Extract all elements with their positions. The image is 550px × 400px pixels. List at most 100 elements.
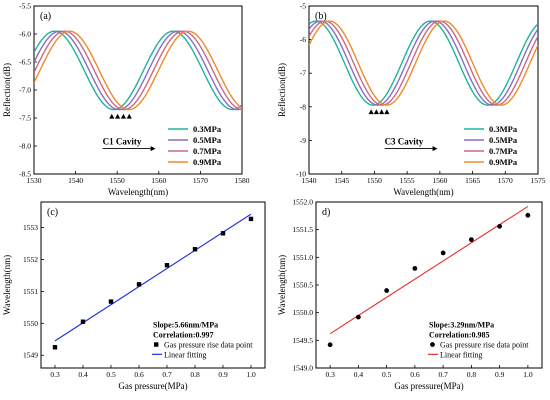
y-axis-label: Wavelength(nm): [2, 255, 12, 315]
y-tick-label: 1549: [23, 351, 38, 360]
panel-label: (b): [315, 11, 327, 22]
y-tick-label: 1551.0: [292, 253, 313, 262]
correlation-label: Correlation:0.985: [429, 330, 490, 339]
x-tick-label: 0.5: [106, 370, 116, 379]
legend-label: 0.7MPa: [489, 146, 518, 156]
x-tick-label: 1560: [432, 176, 447, 185]
series-line-0.7MPa: [34, 30, 242, 111]
y-tick-label: 1550: [23, 319, 38, 328]
y-tick-label: -7: [300, 69, 306, 78]
y-tick-label: -6.0: [19, 30, 31, 39]
y-axis-label: Wavelength(nm): [277, 255, 287, 315]
x-axis-label: Wavelength(nm): [393, 187, 453, 197]
plot-frame: [308, 5, 539, 175]
y-tick-label: -10: [296, 170, 306, 179]
data-point: [108, 299, 114, 304]
panel-label: (c): [47, 207, 58, 218]
y-tick-label: 1553: [23, 223, 38, 232]
x-tick-label: 1575: [531, 176, 546, 185]
legend-fit-label: Linear fitting: [440, 350, 482, 359]
panel-label: d): [322, 207, 330, 218]
y-tick-label: 1550.0: [292, 308, 313, 317]
x-axis-label: Wavelength(nm): [108, 187, 168, 197]
y-tick-label: -9: [300, 136, 306, 145]
legend-fit-label: Linear fitting: [164, 350, 206, 359]
series-line-0.3MPa: [309, 20, 538, 106]
legend-label: 0.3MPa: [193, 124, 222, 134]
y-tick-label: -8.5: [19, 170, 31, 179]
x-axis-label: Gas pressure(MPa): [394, 381, 463, 391]
y-tick-label: 1551.5: [292, 225, 313, 234]
fit-line: [54, 213, 252, 342]
y-tick-label: -7.0: [19, 86, 31, 95]
data-point: [412, 266, 418, 271]
y-tick-label: -7.5: [19, 114, 31, 123]
x-tick-label: 1540: [68, 176, 83, 185]
data-point: [468, 237, 474, 243]
legend-points-label: Gas pressure rise data point: [164, 340, 253, 349]
y-tick-label: -8.0: [19, 142, 31, 151]
dip-marker: [126, 113, 132, 119]
data-point: [327, 342, 333, 348]
legend-points-label: Gas pressure rise data point: [440, 340, 529, 349]
series-line-0.5MPa: [34, 30, 242, 111]
x-tick-label: 1555: [400, 176, 415, 185]
x-tick-label: 0.9: [495, 370, 505, 379]
dip-marker: [109, 113, 115, 119]
data-point: [164, 263, 170, 268]
x-tick-label: 0.4: [78, 370, 88, 379]
y-tick-label: 1551: [23, 287, 38, 296]
x-tick-label: 1540: [302, 176, 317, 185]
y-axis-label: Reflection(dB): [2, 63, 12, 117]
cavity-arrow-head: [150, 146, 156, 152]
dip-marker: [368, 109, 374, 115]
dip-marker: [115, 113, 121, 119]
cavity-arrow-head: [432, 146, 438, 152]
dip-marker: [384, 109, 390, 115]
legend-label: 0.5MPa: [489, 135, 518, 145]
x-tick-label: 1565: [465, 176, 480, 185]
dip-marker: [379, 109, 385, 115]
y-tick-label: -5.5: [19, 2, 31, 11]
series-line-0.9MPa: [34, 30, 242, 111]
data-point: [384, 288, 390, 293]
y-tick-label: -5: [300, 2, 306, 11]
data-point: [136, 282, 142, 287]
data-point: [52, 345, 58, 350]
x-tick-label: 0.4: [354, 370, 364, 379]
plot-frame: [40, 201, 266, 369]
y-tick-label: -6.5: [19, 58, 31, 67]
x-tick-label: 0.8: [467, 370, 477, 379]
y-tick-label: 1552: [23, 255, 38, 264]
x-tick-label: 1550: [110, 176, 125, 185]
legend-label: 0.9MPa: [193, 157, 222, 167]
x-tick-label: 0.7: [162, 370, 172, 379]
y-tick-label: 1550.5: [292, 281, 313, 290]
x-tick-label: 0.5: [382, 370, 392, 379]
data-point: [248, 216, 254, 222]
legend-point-marker: [154, 342, 159, 347]
y-tick-label: -6: [300, 35, 306, 44]
x-tick-label: 0.6: [410, 370, 420, 379]
x-tick-label: 1550: [367, 176, 382, 185]
series-line-0.9MPa: [309, 20, 538, 106]
data-point: [80, 319, 86, 324]
legend-label: 0.5MPa: [193, 135, 222, 145]
x-tick-label: 0.8: [190, 370, 200, 379]
data-point: [355, 314, 361, 320]
y-tick-label: -8: [300, 102, 306, 111]
data-point: [220, 231, 226, 236]
cavity-label: C1 Cavity: [103, 137, 142, 147]
legend-point-marker: [430, 342, 435, 347]
slope-label: Slope:5.66nm/MPa: [153, 320, 218, 329]
x-tick-label: 0.3: [50, 370, 60, 379]
dip-marker: [120, 113, 127, 119]
x-tick-label: 1.0: [246, 370, 256, 379]
data-point: [525, 212, 531, 218]
panel-d: 0.3 0.4 0.5 0.6 0.7 0.8 0.9 1.0 1549.0 1549.5 1550…: [277, 198, 543, 391]
data-point: [192, 247, 198, 252]
panel-a: 1530 1540 1550 1560 1570 1580 -8.5 -8.0 -7.5 -7.0…: [2, 2, 250, 198]
dip-marker: [373, 109, 379, 115]
x-tick-label: 1560: [151, 176, 166, 185]
